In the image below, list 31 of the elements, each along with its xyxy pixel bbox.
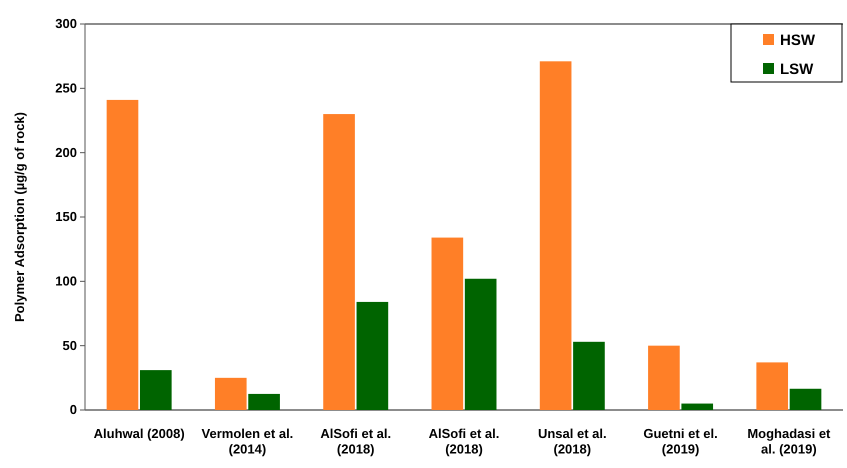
bar — [681, 404, 714, 410]
bar — [214, 378, 247, 410]
bar — [648, 346, 680, 410]
y-tick-label: 200 — [55, 144, 77, 160]
y-tick-label: 100 — [55, 273, 77, 288]
x-tick-label: Guetni et el. (2019) — [643, 426, 718, 457]
x-tick-label: Vermolen et al. (2014) — [202, 426, 294, 457]
y-tick-label: 50 — [62, 338, 77, 353]
bar — [140, 370, 172, 410]
bar — [756, 362, 788, 410]
y-tick-label: 150 — [55, 209, 77, 224]
bar — [464, 278, 496, 410]
y-tick-label: 250 — [55, 80, 77, 96]
bar — [432, 238, 464, 410]
legend-label: HSW — [780, 32, 816, 49]
y-tick-label: 0 — [70, 402, 77, 418]
x-tick-label: Moghadasi et al. (2019) — [747, 426, 832, 457]
bar — [573, 342, 605, 410]
bar — [540, 61, 572, 410]
bar — [790, 388, 822, 410]
bar — [323, 114, 355, 410]
x-tick-label: AlSofi et al. (2018) — [320, 426, 392, 457]
x-tick-label: Aluhwal (2008) — [94, 426, 185, 441]
y-tick-label: 300 — [55, 16, 77, 32]
x-tick-label: AlSofi et al. (2018) — [428, 426, 500, 457]
bar — [248, 394, 280, 410]
x-tick-label: Unsal et al. (2018) — [538, 426, 607, 457]
legend-label: LSW — [780, 61, 814, 78]
bar — [356, 302, 388, 410]
y-axis-title: Polymer Adsorption (µg/g of rock) — [12, 112, 27, 322]
bar — [106, 100, 138, 410]
